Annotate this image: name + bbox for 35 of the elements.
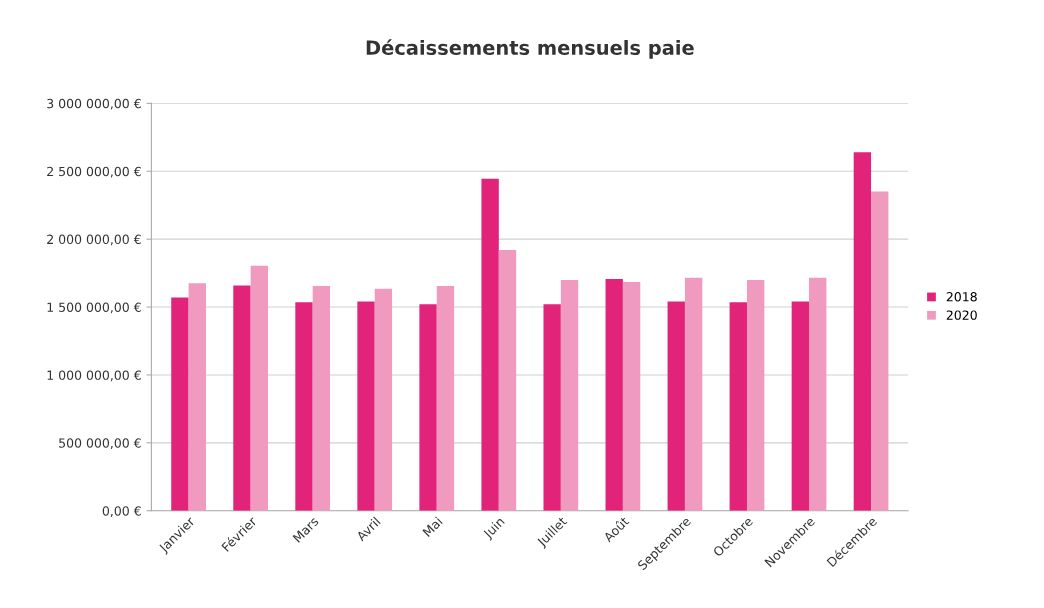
bar	[791, 301, 810, 511]
bar	[374, 288, 393, 511]
bar	[357, 301, 375, 511]
legend-label: 2020	[946, 310, 977, 320]
bar	[250, 265, 269, 511]
bar	[436, 285, 455, 511]
y-tick-label: 2 500 000,00 €	[47, 166, 141, 178]
legend-label: 2018	[946, 292, 977, 302]
bar	[853, 152, 872, 511]
y-tick-label: 0,00 €	[102, 506, 141, 517]
bar	[419, 304, 437, 511]
chart-title: Décaissements mensuels paie	[366, 39, 694, 59]
bar	[746, 279, 765, 511]
bar	[481, 178, 499, 511]
y-tick-label: 1 500 000,00 €	[47, 302, 141, 314]
bar	[729, 302, 747, 511]
y-tick-label: 2 000 000,00 €	[47, 234, 141, 246]
y-tick-label: 1 000 000,00 €	[47, 370, 141, 382]
bar	[233, 285, 251, 511]
bar	[684, 277, 703, 511]
y-tick-label: 3 000 000,00 €	[47, 98, 141, 110]
x-tick-label: Mai	[422, 516, 443, 538]
bar	[543, 304, 561, 511]
bar	[498, 250, 517, 511]
bar	[605, 278, 623, 511]
bar	[622, 281, 641, 511]
y-tick-label: 500 000,00 €	[59, 438, 141, 450]
bar	[560, 279, 579, 511]
bar	[188, 283, 206, 511]
bar	[171, 297, 189, 511]
bar	[295, 302, 313, 511]
bar	[312, 285, 331, 511]
bar	[667, 301, 685, 511]
bar	[871, 191, 889, 511]
bar	[809, 277, 827, 511]
